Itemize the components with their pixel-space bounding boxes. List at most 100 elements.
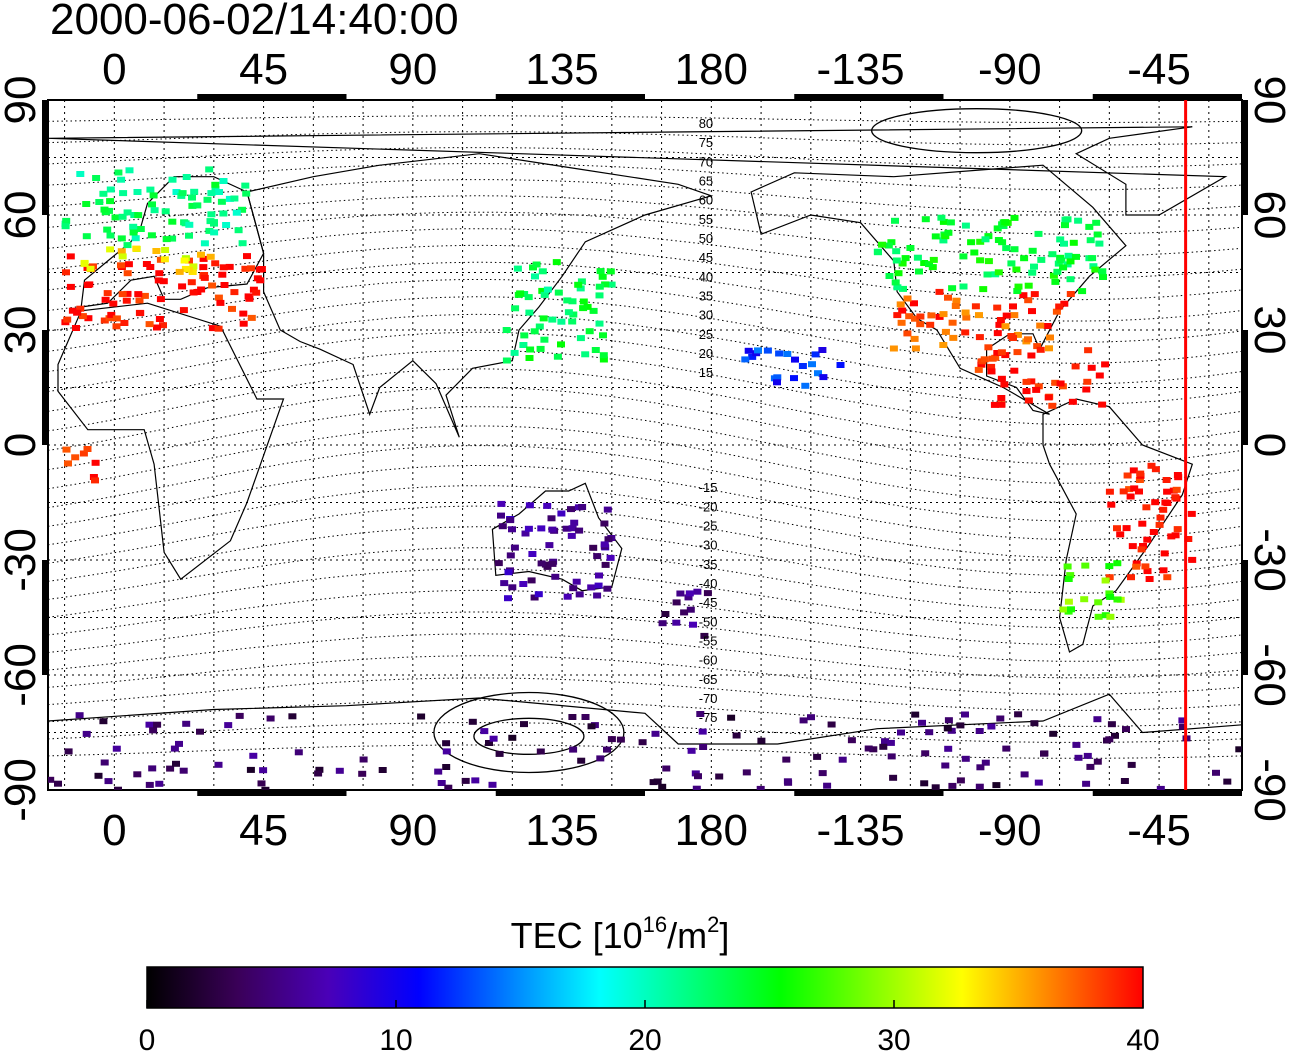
tec-data-point bbox=[898, 260, 907, 267]
magnetic-contour bbox=[48, 526, 1242, 594]
tec-data-point bbox=[689, 621, 697, 628]
longitude-tick-label: 180 bbox=[675, 45, 748, 94]
tec-data-point bbox=[103, 290, 112, 297]
tec-data-point bbox=[937, 214, 946, 221]
tec-data-point bbox=[569, 746, 578, 753]
tec-data-point bbox=[1101, 612, 1110, 619]
tec-data-point bbox=[1063, 216, 1072, 223]
tec-data-point bbox=[1127, 761, 1136, 768]
tec-data-point bbox=[335, 767, 344, 774]
tec-data-point bbox=[1051, 278, 1060, 285]
tec-data-point bbox=[249, 752, 258, 759]
tec-data-point bbox=[589, 544, 598, 551]
tec-data-point bbox=[575, 527, 584, 534]
tec-data-point bbox=[1024, 297, 1033, 304]
tec-data-point bbox=[114, 786, 122, 790]
tec-data-point bbox=[993, 330, 1002, 337]
tec-data-point bbox=[1082, 386, 1091, 393]
tec-data-point bbox=[188, 202, 197, 209]
colorbar-title-main: TEC [10 bbox=[511, 915, 643, 956]
tec-data-point bbox=[244, 293, 253, 300]
tec-data-point bbox=[599, 332, 607, 339]
contour-label: 35 bbox=[699, 288, 713, 303]
tec-data-point bbox=[1139, 543, 1147, 549]
tec-data-point bbox=[242, 190, 251, 197]
tec-data-point bbox=[64, 460, 72, 467]
contour-label: 75 bbox=[699, 135, 713, 150]
tec-data-point bbox=[564, 309, 573, 316]
tec-data-point bbox=[156, 296, 165, 303]
tec-data-point bbox=[118, 213, 127, 220]
tec-data-point bbox=[508, 526, 516, 533]
tec-data-point bbox=[106, 246, 115, 253]
tec-data-point bbox=[579, 298, 588, 305]
tec-data-point bbox=[134, 291, 143, 298]
tec-data-point bbox=[977, 361, 986, 368]
tec-data-point bbox=[554, 289, 563, 296]
tec-data-point bbox=[1106, 593, 1115, 600]
tec-data-point bbox=[76, 305, 85, 312]
tec-data-point bbox=[230, 289, 239, 296]
tec-data-point bbox=[243, 253, 251, 260]
tec-data-point bbox=[1212, 769, 1220, 776]
tec-data-point bbox=[1027, 378, 1036, 385]
tec-data-point bbox=[959, 253, 968, 260]
tec-data-point bbox=[106, 198, 115, 205]
tec-data-point bbox=[86, 265, 95, 272]
tec-data-point bbox=[247, 314, 256, 321]
tec-data-point bbox=[563, 593, 572, 600]
tec-data-point bbox=[568, 714, 577, 720]
tec-data-point bbox=[727, 714, 736, 721]
tec-data-point bbox=[516, 290, 525, 297]
tec-data-point bbox=[1105, 563, 1114, 570]
tec-data-point bbox=[118, 253, 127, 260]
tec-data-point bbox=[120, 320, 129, 326]
tec-data-point bbox=[92, 175, 101, 181]
tec-data-point bbox=[211, 260, 220, 267]
contour-label: 40 bbox=[699, 269, 713, 284]
tec-data-point bbox=[961, 309, 970, 316]
tec-data-point bbox=[129, 223, 138, 230]
tec-data-point bbox=[557, 341, 565, 348]
tec-data-point bbox=[967, 239, 976, 246]
tec-data-point bbox=[994, 237, 1003, 243]
tec-data-point bbox=[1048, 402, 1057, 409]
tec-data-point bbox=[1155, 521, 1164, 528]
tec-data-point bbox=[1022, 378, 1031, 385]
tec-data-point bbox=[125, 167, 134, 174]
left-latitude-ticks: 90 60 30 0 -30 -60 -90 bbox=[0, 76, 45, 822]
tec-data-point bbox=[694, 773, 702, 780]
frame-bar bbox=[1242, 560, 1248, 675]
tec-data-point bbox=[818, 347, 827, 353]
tec-data-point bbox=[525, 502, 534, 509]
tec-data-point bbox=[607, 736, 616, 743]
tec-data-point bbox=[205, 227, 214, 234]
tec-data-point bbox=[181, 265, 190, 272]
contour-label: -35 bbox=[699, 557, 718, 572]
tec-data-point bbox=[155, 270, 164, 277]
tec-data-point bbox=[72, 325, 80, 331]
contour-label: -55 bbox=[699, 633, 718, 648]
tec-data-point bbox=[939, 342, 948, 348]
contour-label: -70 bbox=[699, 691, 718, 706]
tec-data-point bbox=[99, 190, 108, 197]
tec-data-point bbox=[179, 307, 188, 314]
tec-data-point bbox=[519, 581, 528, 587]
tec-data-point bbox=[891, 217, 899, 224]
tec-data-point bbox=[993, 350, 1002, 356]
tec-data-point bbox=[207, 190, 216, 197]
tec-data-point bbox=[892, 248, 901, 255]
tec-data-point bbox=[123, 270, 132, 277]
latitude-tick-label: -30 bbox=[0, 528, 45, 592]
tec-data-point bbox=[504, 569, 513, 576]
tec-data-point bbox=[1010, 367, 1019, 374]
longitude-tick-label: 90 bbox=[388, 806, 437, 855]
tec-data-point bbox=[1069, 239, 1078, 246]
tec-data-point bbox=[78, 313, 87, 320]
tec-data-point bbox=[152, 248, 161, 254]
tec-data-point bbox=[185, 232, 193, 239]
tec-data-point bbox=[838, 756, 847, 763]
tec-data-point bbox=[105, 315, 114, 322]
tec-data-point bbox=[188, 194, 196, 201]
tec-data-point bbox=[205, 166, 214, 173]
